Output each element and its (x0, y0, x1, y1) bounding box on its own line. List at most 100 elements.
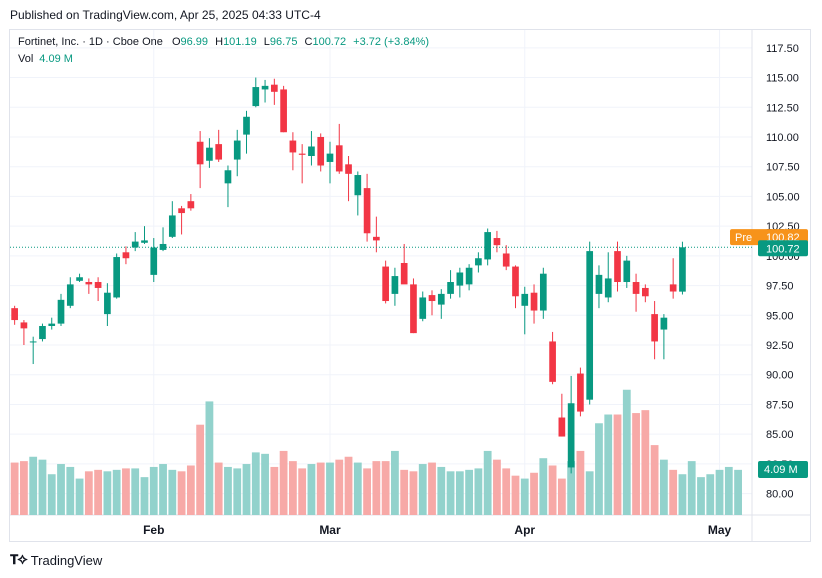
candle-body (131, 241, 139, 248)
candle-body (39, 325, 46, 340)
candle-body (224, 170, 232, 184)
volume-bar (483, 450, 492, 515)
candle-body (382, 266, 389, 302)
price-tick-label: 90.00 (766, 370, 794, 382)
pre-market-label: Pre (735, 232, 752, 244)
volume-bar (335, 459, 344, 515)
volume-bar (112, 469, 121, 515)
volume-bar (697, 477, 705, 515)
volume-bar (437, 466, 446, 515)
candle-body (595, 274, 603, 294)
candle-body (577, 373, 584, 412)
candle-body (391, 276, 399, 294)
brand-name: TradingView (30, 552, 103, 568)
candle-body (373, 236, 380, 241)
candle-body (233, 140, 241, 160)
volume-bar (94, 469, 103, 515)
candle-body (335, 145, 343, 172)
last-price-value: 100.72 (766, 243, 800, 255)
volume-bar (122, 468, 130, 515)
volume-badge-value: 4.09 M (764, 464, 798, 476)
volume-bar (270, 466, 279, 515)
volume-bar (613, 414, 622, 515)
volume-bar (298, 468, 307, 515)
volume-bar (20, 461, 28, 515)
volume-bar (84, 471, 93, 515)
candle-body (11, 308, 18, 321)
candle-body (141, 240, 148, 243)
volume-bar (724, 466, 733, 515)
candle-body (113, 257, 121, 298)
volume-bar (669, 469, 678, 515)
candle-body (456, 272, 464, 286)
candle-body (549, 341, 556, 382)
volume-bar (251, 452, 260, 515)
candle-body (484, 232, 492, 260)
price-tick-label: 112.50 (766, 102, 799, 114)
volume-bar (103, 471, 112, 515)
last-price-badge (758, 240, 808, 257)
volume-bar (38, 459, 47, 515)
candle-body (298, 153, 306, 155)
candle-body (289, 140, 297, 153)
footer-brand[interactable]: 𝐓✧ TradingView (10, 552, 102, 568)
candle-body (623, 260, 631, 283)
candle-body (29, 341, 37, 343)
candle-body (475, 258, 482, 266)
volume-bar (557, 478, 566, 515)
chart-pane[interactable] (9, 29, 811, 542)
date-tick-label: Apr (514, 523, 535, 537)
candle-body (345, 164, 352, 174)
candle-body (57, 299, 65, 324)
candle-body (437, 293, 445, 305)
candle-body (679, 247, 686, 292)
volume-bar (428, 462, 436, 515)
volume-bar (66, 466, 75, 515)
volume-bar (604, 414, 613, 515)
volume-bar (418, 464, 427, 515)
volume-bar (372, 461, 381, 515)
candle-body (178, 208, 185, 214)
candle-body (104, 292, 111, 315)
published-caption: Published on TradingView.com, Apr 25, 20… (10, 8, 321, 22)
candle-body (410, 284, 417, 334)
candle-body (243, 116, 250, 135)
candle-body (493, 238, 501, 246)
volume-bar (455, 471, 464, 515)
volume-bar (214, 462, 223, 515)
volume-bar (75, 478, 84, 515)
volume-bar (409, 471, 418, 515)
volume-bar (474, 468, 483, 515)
volume-bar (567, 461, 576, 515)
close-label: C (304, 36, 313, 48)
volume-bar (326, 462, 334, 515)
volume-bar (734, 469, 742, 515)
volume-bar (678, 474, 687, 515)
candle-body (215, 144, 223, 160)
tradingview-logo-icon: 𝐓✧ (10, 552, 28, 567)
low-label: L (263, 36, 270, 48)
candle-body (530, 292, 538, 311)
volume-bar (641, 410, 650, 515)
date-tick-label: May (708, 523, 732, 537)
volume-bar (465, 469, 474, 515)
candle-body (558, 417, 566, 437)
volume-bar (29, 456, 38, 515)
candle-body (76, 277, 83, 281)
volume-bar (205, 401, 214, 515)
candle-body (447, 282, 454, 294)
volume-bar (149, 466, 158, 515)
volume-bar (233, 468, 242, 515)
volume-bar (316, 462, 325, 515)
volume-bar (520, 478, 529, 515)
candle-body (85, 282, 93, 285)
candle-body (400, 262, 408, 285)
candle-body (502, 253, 510, 267)
price-tick-label: 92.50 (766, 340, 794, 352)
volume-bar (632, 413, 640, 515)
candle-body (122, 252, 130, 259)
volume-bar (650, 445, 659, 515)
volume-bar (622, 389, 631, 515)
volume-bar (177, 471, 186, 515)
